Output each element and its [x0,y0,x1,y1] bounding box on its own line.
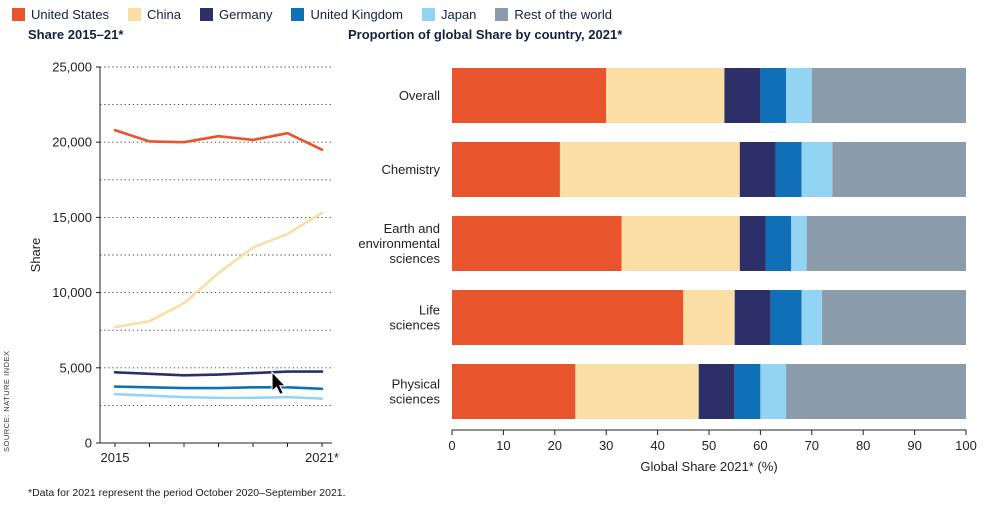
bar-chart-axis: 0 10 20 30 40 50 60 70 80 90 100 [448,429,977,453]
x-tick-label: 90 [907,438,921,453]
bar-segment-rest-of-the-world [822,290,966,345]
bar-category-label: Life sciences [389,303,440,333]
bar-segment-rest-of-the-world [832,142,966,197]
x-tick-label: 40 [650,438,664,453]
bar-segment-japan [801,142,833,197]
bar-category-label: Earth and environmental sciences [358,221,440,266]
x-tick-label: 60 [753,438,767,453]
bar-segment-china [683,290,735,345]
y-axis-label: Share [28,238,43,273]
line-series-germany [113,370,324,377]
footnote: *Data for 2021 represent the period Octo… [28,487,346,499]
source-label: SOURCE: NATURE INDEX [2,350,11,452]
bar-segment-germany [739,142,776,197]
legend-label: Rest of the world [514,7,612,22]
legend-swatch-icon [12,8,25,21]
x-tick-label: 50 [702,438,716,453]
line-series-united-states [113,128,324,152]
bar-row-earth-and-environmental-sciences [452,216,966,271]
y-tick-label: 0 [85,436,92,451]
bar-chart-title: Proportion of global Share by country, 2… [348,27,623,42]
x-tick-label: 70 [805,438,819,453]
y-tick-label: 15,000 [52,210,92,225]
legend-label: Germany [219,7,273,22]
bar-row-physical-sciences [452,364,966,419]
bar-category-label: Physical sciences [389,377,440,407]
x-tick-label: 100 [955,438,977,453]
x-tick-label: 0 [448,438,455,453]
y-tick-label: 10,000 [52,285,92,300]
legend-swatch-icon [200,8,214,21]
chart-legend: United States China Germany United Kingdom J… [12,7,612,22]
line-series-china [113,211,324,329]
legend-label: United Kingdom [310,7,403,22]
bar-segment-germany [724,68,761,123]
x-axis-label: Global Share 2021* (%) [640,459,777,474]
bar-segment-china [606,68,725,123]
bar-segment-united-kingdom [734,364,761,419]
legend-swatch-icon [421,8,435,21]
bar-segment-united-states [452,216,622,271]
legend-item-rest-of-the-world: Rest of the world [495,7,612,22]
bar-segment-rest-of-the-world [811,68,966,123]
bar-segment-germany [739,216,766,271]
bar-category-label: Overall [399,88,440,103]
line-chart-gridlines [100,66,332,406]
bar-segment-united-kingdom [765,216,792,271]
x-tick-label: 80 [856,438,870,453]
bar-segment-united-kingdom [760,68,787,123]
bar-row-life-sciences [452,290,966,345]
bar-segment-china [575,364,699,419]
legend-swatch-icon [128,8,142,21]
legend-item-united-states: United States [12,7,109,22]
bar-category-label: Chemistry [381,162,440,177]
mouse-cursor-icon [271,371,287,396]
bar-row-chemistry [452,142,966,197]
bar-segment-united-states [452,364,576,419]
bar-segment-japan [786,68,812,123]
legend-label: United States [31,7,110,22]
x-tick-label: 2015 [101,450,130,465]
x-tick-label: 30 [599,438,613,453]
bar-segment-united-states [452,68,607,123]
bar-segment-united-kingdom [770,290,802,345]
x-tick-label: 2021* [305,450,339,465]
legend-item-china: China [128,7,181,22]
line-chart-title: Share 2015–21* [28,27,124,42]
y-tick-label: 5,000 [59,360,92,375]
bar-segment-united-states [452,290,684,345]
legend-label: Japan [440,7,477,22]
bar-row-overall [452,68,966,123]
bar-segment-china [559,142,740,197]
bar-segment-rest-of-the-world [786,364,966,419]
x-tick-label: 20 [548,438,562,453]
bar-segment-rest-of-the-world [806,216,966,271]
legend-item-japan: Japan [421,7,477,22]
bar-segment-japan [791,216,807,271]
bar-segment-germany [698,364,735,419]
line-series-united-kingdom [113,385,324,391]
line-series-japan [113,392,324,400]
bar-segment-united-states [452,142,560,197]
y-tick-label: 20,000 [52,135,92,150]
bar-segment-germany [734,290,771,345]
stacked-bar-chart: Overall Chemistry Earth and environmental sc… [358,68,977,474]
line-chart-axes: 0 5,000 10,000 15,000 20,000 25,000 2015 2021* [52,60,339,466]
legend-swatch-icon [495,8,509,21]
y-tick-label: 25,000 [52,60,92,75]
line-chart: 0 5,000 10,000 15,000 20,000 25,000 2015 2021* S… [28,60,339,466]
bar-segment-japan [801,290,823,345]
legend-item-germany: Germany [200,7,272,22]
legend-swatch-icon [291,8,305,21]
legend-item-united-kingdom: United Kingdom [291,7,403,22]
bar-segment-united-kingdom [775,142,802,197]
x-tick-label: 10 [496,438,510,453]
legend-label: China [147,7,182,22]
bar-segment-china [621,216,740,271]
bar-segment-japan [760,364,787,419]
